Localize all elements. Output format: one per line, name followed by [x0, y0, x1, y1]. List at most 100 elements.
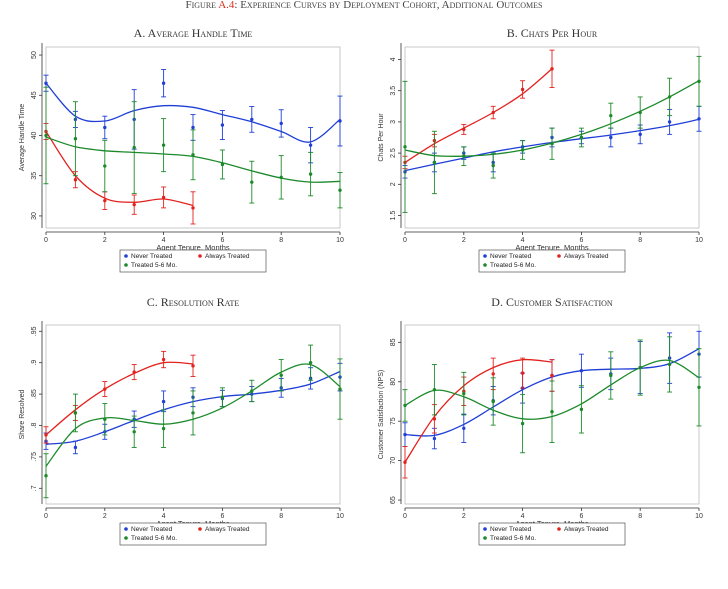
data-point[interactable]: [44, 133, 48, 138]
data-point[interactable]: [579, 369, 584, 373]
data-point[interactable]: [667, 120, 672, 124]
data-point[interactable]: [550, 67, 554, 71]
data-point[interactable]: [191, 206, 195, 210]
data-point[interactable]: [609, 113, 613, 118]
series-treated56: [402, 336, 702, 454]
legend-marker-always: [198, 527, 202, 531]
data-point[interactable]: [220, 395, 225, 399]
data-point[interactable]: [161, 426, 166, 431]
data-point[interactable]: [462, 391, 466, 396]
data-point[interactable]: [44, 433, 48, 437]
data-point[interactable]: [638, 110, 642, 115]
data-point[interactable]: [103, 387, 107, 391]
figure-title-ref[interactable]: A.4: [218, 0, 235, 11]
data-point[interactable]: [403, 403, 407, 408]
data-point[interactable]: [161, 143, 166, 147]
data-point[interactable]: [44, 474, 48, 478]
data-point[interactable]: [462, 426, 466, 430]
legend-marker-always: [198, 254, 202, 258]
data-point[interactable]: [338, 119, 342, 123]
data-point[interactable]: [667, 362, 672, 367]
data-point[interactable]: [638, 132, 642, 137]
data-point[interactable]: [491, 163, 495, 168]
data-point[interactable]: [462, 154, 466, 158]
data-point[interactable]: [132, 202, 136, 207]
series-always: [402, 357, 555, 479]
data-point[interactable]: [250, 389, 254, 393]
data-point[interactable]: [279, 121, 283, 126]
y-axis-label: Customer Satisfaction (NPS): [378, 370, 385, 459]
data-point[interactable]: [161, 399, 166, 404]
data-point[interactable]: [667, 95, 672, 99]
data-point[interactable]: [491, 399, 495, 404]
data-point[interactable]: [432, 160, 437, 165]
data-point[interactable]: [73, 178, 78, 182]
data-point[interactable]: [338, 387, 342, 391]
y-tick-label: .75: [31, 452, 38, 462]
data-point[interactable]: [308, 172, 313, 176]
legend-marker-treated56: [483, 263, 487, 267]
data-point[interactable]: [73, 411, 78, 415]
x-tick-label: 4: [521, 237, 525, 244]
data-point[interactable]: [697, 385, 701, 389]
data-point[interactable]: [403, 432, 407, 437]
data-point[interactable]: [609, 373, 613, 378]
data-point[interactable]: [338, 188, 342, 192]
data-point[interactable]: [161, 81, 166, 85]
data-point[interactable]: [191, 125, 195, 130]
data-point[interactable]: [73, 137, 78, 141]
legend-marker-never: [483, 254, 487, 258]
data-point[interactable]: [220, 123, 225, 127]
data-point[interactable]: [220, 162, 225, 167]
x-tick-label: 8: [279, 237, 283, 244]
data-point[interactable]: [103, 417, 107, 421]
data-point[interactable]: [579, 407, 584, 412]
data-point[interactable]: [609, 135, 613, 140]
data-point[interactable]: [279, 373, 283, 377]
data-point[interactable]: [403, 460, 407, 464]
data-point[interactable]: [103, 198, 107, 203]
data-point[interactable]: [250, 117, 254, 122]
data-point[interactable]: [191, 364, 195, 368]
data-point[interactable]: [132, 145, 136, 150]
data-point[interactable]: [132, 430, 136, 434]
x-tick-label: 2: [462, 237, 466, 244]
data-point[interactable]: [308, 143, 313, 147]
data-point[interactable]: [520, 371, 525, 375]
data-point[interactable]: [403, 145, 407, 149]
data-point[interactable]: [432, 436, 437, 441]
y-tick-label: 3.5: [390, 86, 397, 96]
data-point[interactable]: [520, 421, 525, 426]
data-point[interactable]: [520, 87, 525, 92]
data-point[interactable]: [73, 445, 78, 450]
data-point[interactable]: [44, 81, 48, 85]
data-point[interactable]: [697, 117, 701, 121]
data-point[interactable]: [697, 79, 701, 84]
data-point[interactable]: [432, 387, 437, 392]
data-point[interactable]: [308, 360, 313, 365]
data-point[interactable]: [191, 411, 195, 415]
data-point[interactable]: [491, 372, 495, 376]
data-point[interactable]: [191, 153, 195, 157]
data-point[interactable]: [491, 110, 495, 115]
x-tick-label: 2: [462, 513, 466, 520]
data-point[interactable]: [579, 135, 584, 140]
data-point[interactable]: [520, 148, 525, 152]
data-point[interactable]: [432, 417, 437, 421]
data-point[interactable]: [250, 180, 254, 184]
data-point[interactable]: [550, 142, 554, 146]
data-point[interactable]: [161, 195, 166, 200]
y-tick-label: 70: [390, 457, 397, 465]
data-point[interactable]: [279, 175, 283, 180]
data-point[interactable]: [103, 164, 107, 168]
data-point[interactable]: [550, 410, 554, 414]
x-tick-label: 0: [403, 513, 407, 520]
data-point[interactable]: [132, 370, 136, 374]
data-point[interactable]: [462, 127, 466, 132]
data-point[interactable]: [103, 125, 107, 130]
data-point[interactable]: [550, 373, 554, 378]
x-axis-label: Agent Tenure, Months: [156, 243, 229, 252]
x-tick-label: 4: [521, 513, 525, 520]
data-point[interactable]: [161, 357, 166, 362]
data-point[interactable]: [638, 365, 642, 370]
